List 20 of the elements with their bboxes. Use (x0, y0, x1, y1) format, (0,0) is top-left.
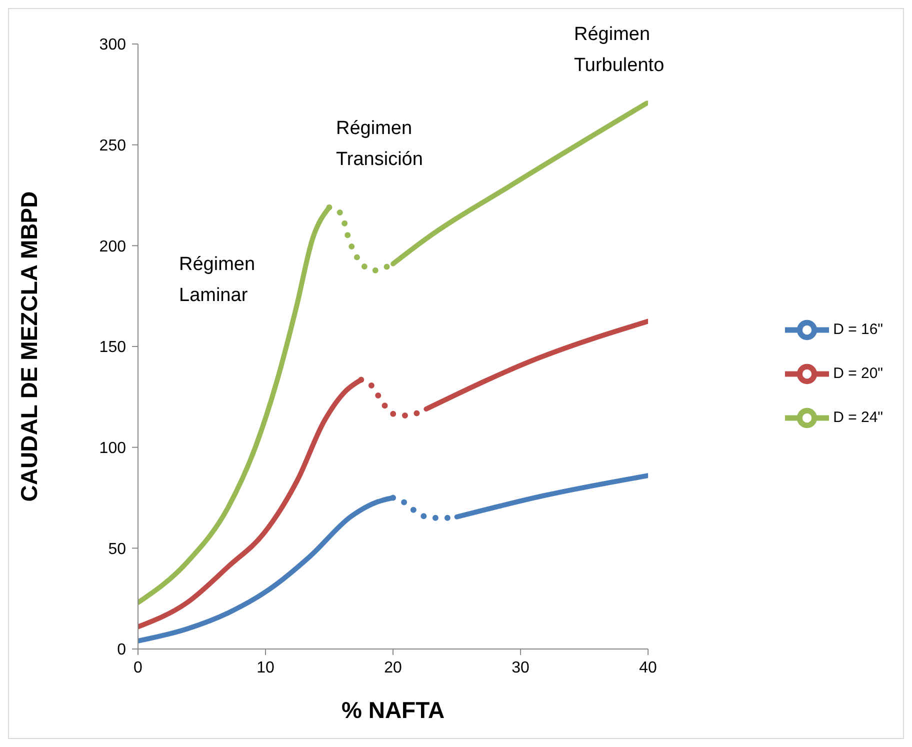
x-tick-label: 30 (512, 659, 530, 676)
x-axis-title: % NAFTA (342, 697, 445, 723)
annotation: Régimen Laminar (179, 253, 256, 308)
annotation: Régimen Turbulento (574, 23, 664, 78)
y-tick-label: 300 (99, 36, 126, 54)
y-tick-label: 150 (99, 339, 126, 356)
y-tick-label: 50 (108, 540, 126, 558)
x-tick-label: 20 (384, 659, 402, 676)
legend-label: D = 16" (833, 320, 883, 338)
y-tick-label: 250 (99, 138, 126, 155)
legend-label: D = 20" (833, 364, 883, 382)
annotation: Régimen Transición (336, 117, 423, 172)
legend-label: D = 24" (833, 408, 883, 426)
x-tick-label: 0 (134, 659, 143, 676)
y-tick-label: 100 (99, 440, 126, 458)
y-tick-label: 200 (99, 238, 126, 256)
x-tick-label: 10 (256, 659, 275, 676)
y-tick-label: 0 (117, 642, 126, 659)
x-tick-label: 40 (639, 659, 658, 676)
y-axis-title: CAUDAL DE MEZCLA MBPD (16, 191, 42, 502)
